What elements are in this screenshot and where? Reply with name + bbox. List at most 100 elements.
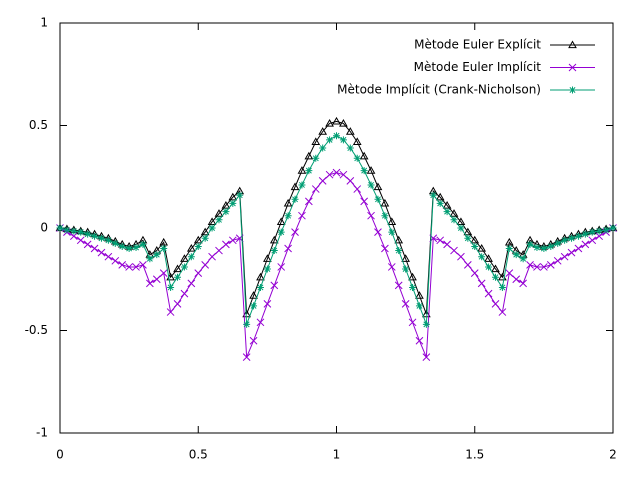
y-tick-label: -1 — [36, 426, 48, 440]
marker — [443, 208, 451, 216]
marker — [104, 252, 113, 261]
marker — [284, 244, 292, 253]
marker — [256, 272, 265, 281]
marker — [387, 217, 397, 225]
marker — [132, 263, 140, 271]
marker — [249, 336, 258, 345]
marker — [187, 279, 196, 288]
marker — [222, 208, 230, 216]
marker — [395, 247, 403, 255]
marker — [546, 261, 555, 269]
marker — [125, 263, 133, 271]
marker — [146, 279, 154, 288]
marker — [256, 318, 265, 327]
marker — [311, 185, 320, 193]
marker — [221, 200, 231, 209]
marker — [215, 246, 223, 255]
marker — [111, 256, 120, 265]
marker — [429, 191, 437, 199]
legend-marker — [568, 40, 577, 49]
marker — [318, 176, 327, 185]
marker — [215, 216, 223, 224]
marker — [174, 273, 182, 281]
marker — [186, 243, 196, 252]
marker — [90, 244, 99, 253]
marker — [339, 136, 347, 144]
marker — [263, 299, 272, 308]
marker — [366, 166, 376, 174]
marker — [408, 318, 417, 327]
marker — [193, 235, 203, 244]
marker — [498, 308, 507, 316]
marker — [519, 255, 527, 263]
y-tick-label: 0 — [40, 221, 48, 235]
marker — [359, 151, 369, 160]
series-line — [59, 135, 614, 325]
marker — [568, 234, 576, 242]
marker — [201, 234, 209, 242]
marker — [333, 132, 340, 140]
y-tick-label: 0.5 — [29, 118, 48, 132]
legend-label: Mètode Euler Explícit — [414, 38, 541, 52]
marker — [346, 176, 355, 185]
marker — [132, 243, 140, 251]
y-tick-label: -0.5 — [25, 323, 48, 337]
marker — [456, 217, 466, 225]
marker — [269, 235, 279, 244]
marker — [318, 127, 328, 135]
marker — [187, 253, 195, 261]
marker — [297, 166, 307, 174]
marker — [236, 191, 244, 199]
marker — [180, 289, 189, 298]
marker — [104, 236, 112, 244]
marker — [478, 253, 486, 261]
marker — [200, 227, 210, 236]
marker — [526, 240, 534, 248]
marker — [298, 181, 306, 189]
marker — [194, 242, 202, 250]
marker — [470, 269, 479, 277]
marker — [388, 228, 396, 236]
marker — [457, 224, 465, 232]
marker — [381, 212, 389, 220]
marker — [125, 245, 133, 252]
marker — [353, 154, 361, 162]
marker — [484, 254, 493, 262]
marker — [277, 263, 286, 271]
marker — [367, 181, 375, 189]
series-line — [59, 120, 614, 315]
marker — [463, 227, 473, 236]
marker — [491, 273, 499, 281]
marker — [166, 308, 175, 316]
marker — [443, 240, 451, 249]
marker — [360, 167, 368, 175]
marker — [276, 217, 286, 225]
marker — [228, 192, 238, 201]
marker — [305, 167, 313, 175]
marker — [588, 228, 596, 236]
marker — [84, 230, 92, 238]
y-tick-label: 1 — [40, 16, 48, 30]
marker — [581, 240, 590, 249]
marker — [243, 320, 251, 328]
marker — [180, 263, 188, 271]
marker — [346, 144, 354, 152]
marker — [561, 236, 569, 244]
marker — [588, 236, 597, 245]
marker — [284, 212, 292, 220]
marker — [553, 256, 562, 265]
marker — [242, 353, 251, 362]
marker — [352, 137, 362, 146]
marker — [291, 228, 299, 236]
marker — [373, 182, 383, 191]
marker — [173, 299, 182, 308]
marker — [339, 118, 348, 127]
marker — [533, 263, 541, 271]
marker — [222, 240, 230, 249]
marker — [194, 269, 203, 277]
marker — [325, 118, 334, 127]
marker — [290, 182, 300, 191]
marker — [581, 230, 589, 238]
marker — [435, 192, 445, 201]
